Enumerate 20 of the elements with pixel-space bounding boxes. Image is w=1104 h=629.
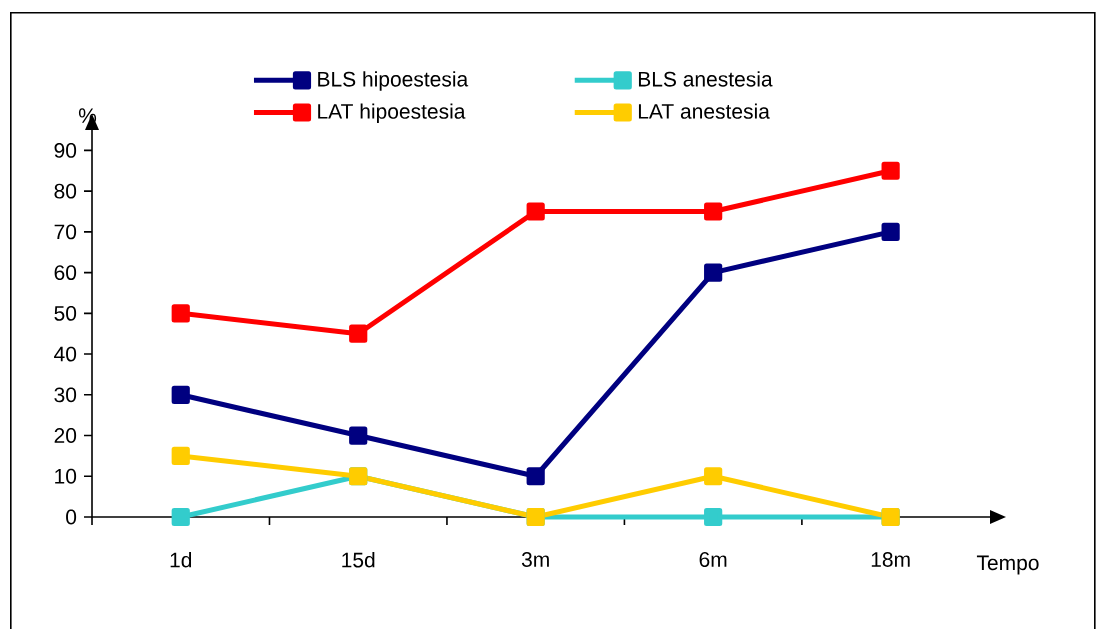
y-tick-label: 30 <box>54 387 77 403</box>
y-tick-label: 0 <box>66 509 77 525</box>
x-tick-label: 15d <box>342 552 375 568</box>
y-tick-label: 10 <box>55 468 77 484</box>
y-tick-label: 80 <box>54 183 77 199</box>
x-axis-title: Tempo <box>976 555 1039 575</box>
legend-label: BLS anestesia <box>638 71 773 87</box>
legend-label: LAT hipoestesia <box>318 103 466 123</box>
y-tick-label: 90 <box>54 142 77 158</box>
x-tick-label: 18m <box>871 552 910 567</box>
y-tick-label: 50 <box>54 305 77 321</box>
y-tick-label: 60 <box>54 265 77 281</box>
legend-label: BLS hipoestesia <box>318 71 469 91</box>
x-tick-label: 1d <box>170 552 192 568</box>
y-tick-label: 20 <box>54 428 77 443</box>
x-tick-label: 6m <box>699 552 727 567</box>
legend-label: LAT anestesia <box>638 103 770 119</box>
y-tick-label: 70 <box>54 224 77 240</box>
y-tick-label: 40 <box>54 346 77 362</box>
x-tick-label: 3m <box>521 552 549 567</box>
